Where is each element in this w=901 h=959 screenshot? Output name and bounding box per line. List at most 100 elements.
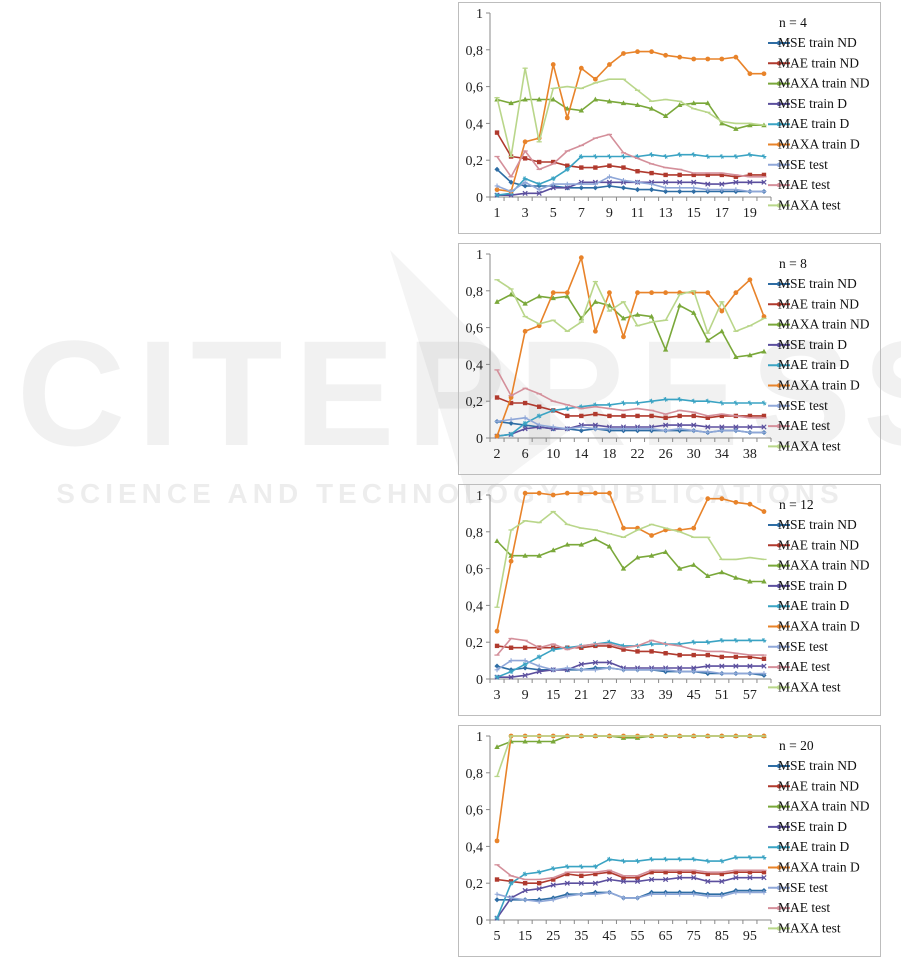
- data-point: [761, 875, 767, 881]
- data-point: [634, 187, 641, 193]
- y-tick-label: 0,6: [466, 563, 484, 578]
- data-point: [621, 667, 626, 673]
- data-point: [691, 525, 697, 531]
- legend-label: MSE test: [778, 398, 828, 413]
- legend-marker: [776, 423, 782, 429]
- data-point: [508, 658, 514, 663]
- data-point: [705, 154, 711, 159]
- x-tick-label: 2: [494, 447, 501, 462]
- legend-marker: [776, 363, 782, 368]
- data-point: [578, 107, 585, 113]
- data-point: [635, 895, 640, 901]
- data-point: [621, 154, 626, 159]
- data-point: [564, 406, 570, 411]
- data-point: [564, 185, 570, 191]
- data-point: [677, 426, 683, 432]
- data-point: [621, 400, 626, 406]
- data-point: [592, 490, 598, 496]
- data-point: [494, 838, 500, 844]
- data-point: [550, 647, 556, 652]
- data-point: [733, 174, 739, 179]
- data-point: [564, 105, 570, 111]
- data-point: [494, 433, 500, 439]
- x-tick-label: 1: [494, 206, 501, 221]
- data-point: [663, 172, 668, 178]
- data-point: [719, 172, 725, 178]
- data-point: [705, 639, 711, 645]
- data-point: [677, 172, 682, 178]
- legend-label: MSE train D: [778, 96, 847, 111]
- data-point: [719, 154, 725, 159]
- legend-marker: [776, 845, 782, 850]
- data-point: [648, 313, 655, 319]
- data-point: [592, 96, 599, 102]
- data-point: [607, 665, 612, 671]
- x-tick-label: 5: [494, 929, 501, 944]
- x-tick-label: 25: [546, 929, 560, 944]
- data-point: [677, 54, 683, 60]
- legend-label: MSE train ND: [778, 758, 857, 773]
- data-point: [536, 413, 542, 419]
- data-point: [550, 408, 556, 413]
- data-point: [677, 188, 683, 195]
- x-tick-label: 39: [659, 688, 673, 703]
- data-point: [761, 671, 767, 676]
- data-point: [635, 875, 640, 880]
- data-point: [536, 159, 542, 165]
- data-point: [593, 871, 598, 877]
- data-point: [705, 652, 710, 658]
- data-point: [719, 328, 725, 334]
- legend-label: MSE train D: [778, 578, 847, 593]
- data-point: [508, 417, 514, 422]
- x-tick-label: 11: [631, 206, 644, 221]
- data-point: [691, 639, 697, 645]
- y-tick-label: 0,6: [466, 804, 484, 819]
- series-line: [496, 67, 765, 158]
- data-point: [719, 496, 725, 502]
- data-point: [649, 398, 654, 404]
- data-point: [536, 404, 542, 409]
- x-tick-label: 65: [659, 929, 673, 944]
- y-tick-label: 0: [476, 191, 483, 206]
- data-point: [551, 877, 556, 882]
- data-point: [621, 426, 626, 432]
- data-point: [663, 415, 668, 420]
- legend-marker: [776, 182, 782, 188]
- data-point: [607, 174, 612, 180]
- legend-marker: [776, 101, 782, 107]
- legend-marker: [776, 383, 782, 388]
- data-point: [705, 893, 711, 899]
- data-point: [747, 875, 753, 881]
- data-point: [677, 869, 682, 875]
- data-point: [550, 290, 556, 296]
- data-point: [676, 302, 683, 308]
- data-point: [733, 637, 739, 643]
- data-point: [522, 415, 528, 421]
- data-point: [705, 398, 711, 404]
- data-point: [663, 179, 669, 185]
- x-tick-label: 35: [574, 929, 588, 944]
- data-point: [761, 172, 767, 178]
- data-point: [691, 869, 696, 875]
- chart-svg: 00,20,40,60,812 6 10 14 18 22 26 30 34 38n = 8MSE…: [458, 243, 881, 475]
- x-tick-label: 45: [602, 929, 616, 944]
- legend-label: MAE train ND: [778, 537, 859, 552]
- legend-marker: [776, 926, 782, 931]
- data-point: [663, 856, 669, 862]
- data-point: [747, 890, 753, 895]
- data-point: [705, 290, 711, 296]
- data-point: [536, 422, 542, 428]
- data-point: [649, 426, 654, 432]
- data-point: [691, 665, 697, 671]
- data-point: [705, 187, 711, 193]
- x-tick-label: 13: [659, 206, 673, 221]
- data-point: [677, 179, 683, 185]
- x-tick-label: 26: [659, 447, 673, 462]
- data-point: [662, 113, 669, 119]
- chart-frame: [458, 243, 881, 475]
- data-point: [676, 565, 683, 571]
- legend-label: MAE train D: [778, 839, 849, 854]
- data-point: [522, 658, 528, 663]
- data-point: [564, 665, 570, 671]
